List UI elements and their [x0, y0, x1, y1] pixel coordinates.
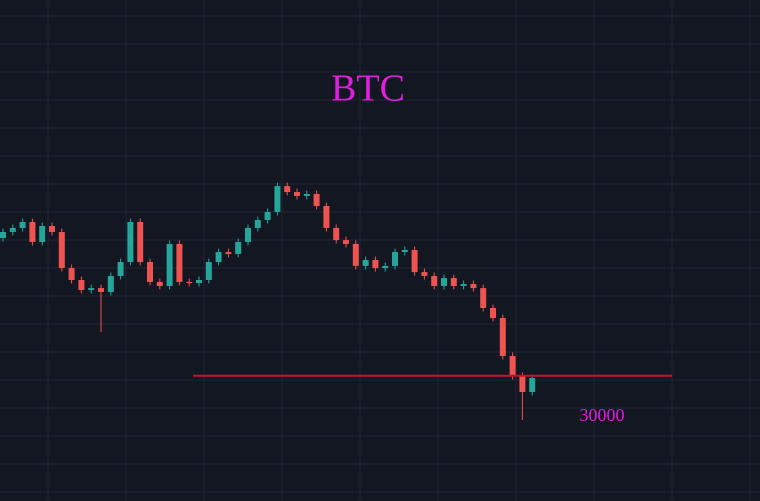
candle-body [499, 317, 506, 356]
candle-body [235, 242, 242, 254]
candle-body [127, 221, 134, 263]
candles [0, 182, 536, 421]
candle-body [352, 243, 359, 266]
candle-body [0, 231, 6, 238]
candle-body [343, 240, 349, 244]
candle-body [441, 278, 447, 286]
candle-body [480, 288, 487, 308]
candle-body [509, 355, 516, 377]
candle-body [460, 284, 467, 286]
candle-body [137, 221, 144, 263]
candle-body [372, 259, 379, 269]
candle-body [490, 307, 496, 318]
candle-body [176, 243, 183, 282]
candle-body [284, 186, 291, 193]
candle-body [49, 226, 55, 232]
candle-body [117, 262, 124, 276]
candle-body [9, 227, 16, 232]
candle-body [450, 278, 457, 286]
candle-body [382, 265, 389, 269]
candle-body [245, 227, 251, 243]
candle-body [88, 288, 95, 291]
candle-body [196, 280, 202, 284]
candle-body [205, 262, 212, 281]
candle-body [303, 193, 310, 196]
candle-body [313, 193, 320, 206]
candle-body [68, 268, 75, 281]
candle-body [401, 249, 408, 253]
candle-body [519, 376, 526, 393]
candle-body [333, 227, 340, 241]
candle-body [411, 249, 418, 273]
candle-body [264, 211, 271, 221]
candle-body [98, 288, 104, 292]
chart-title: BTC [331, 68, 405, 110]
candle-body [186, 281, 193, 284]
candle-body [421, 272, 428, 276]
candle-body [294, 192, 300, 196]
candle-body [147, 262, 153, 282]
candle-body [529, 377, 536, 393]
candle-body [58, 231, 65, 269]
candle-body [156, 281, 163, 286]
candle-body [166, 243, 173, 286]
candle-body [392, 252, 398, 266]
candle-body [323, 205, 330, 228]
candle-body [431, 275, 438, 286]
candle-body [29, 221, 36, 243]
candle-body [362, 259, 369, 266]
candle-body [470, 284, 477, 289]
candle-body [274, 186, 281, 212]
candle-body [19, 221, 26, 228]
candle-body [107, 275, 114, 292]
candle-body [254, 220, 261, 228]
candle-body [215, 252, 222, 263]
candle-body [225, 252, 232, 254]
level-label: 30000 [580, 405, 625, 425]
candle-body [78, 280, 85, 291]
candle-body [39, 226, 46, 243]
